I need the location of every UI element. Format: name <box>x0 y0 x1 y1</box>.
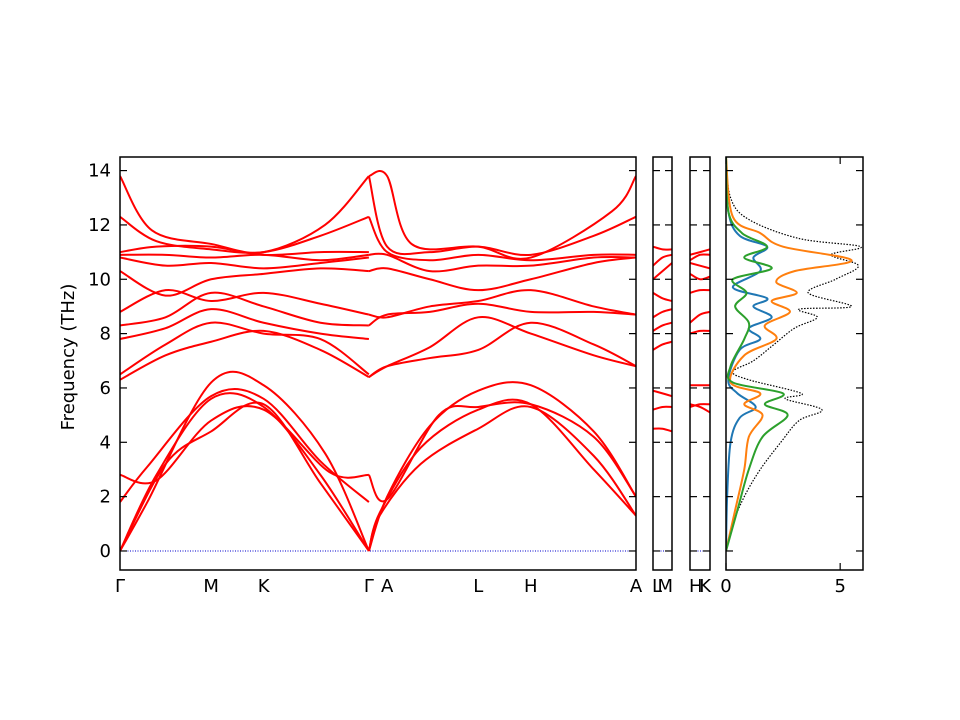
axes-frame <box>652 156 673 571</box>
path-label: L <box>473 576 483 597</box>
path-label: L <box>652 576 662 597</box>
band-branch-21 <box>368 316 636 378</box>
band-branch-26 <box>367 216 636 262</box>
dos-x-tick-label: 0 <box>720 576 731 597</box>
y-tick-label: 8 <box>100 324 111 345</box>
band-branch-8 <box>653 253 672 267</box>
y-tick-label: 14 <box>88 161 111 182</box>
y-tick-label: 12 <box>88 215 111 236</box>
path-label: M <box>657 576 673 597</box>
band-branch-4 <box>690 310 710 324</box>
path-label: Γ <box>364 576 374 597</box>
y-tick-label: 2 <box>100 487 111 508</box>
band-branch-4 <box>653 321 672 332</box>
band-branch-22 <box>368 302 636 327</box>
y-tick-label: 4 <box>100 432 111 453</box>
band-branch-14 <box>120 215 370 254</box>
band-branch-24 <box>368 256 636 292</box>
band-branch-15 <box>120 175 370 254</box>
path-label: H <box>524 576 538 597</box>
path-label: K <box>699 576 712 597</box>
axes-frame <box>689 156 711 571</box>
band-branch-2 <box>120 370 370 552</box>
dos-series <box>726 157 862 552</box>
dos-curve-3 <box>726 157 789 552</box>
band-branch-3 <box>690 329 710 335</box>
y-tick-label: 6 <box>100 378 111 399</box>
path-label: A <box>630 576 643 597</box>
band-branches <box>653 245 672 433</box>
band-branch-18 <box>367 381 636 552</box>
band-branch-8 <box>690 253 710 262</box>
band-branch-9 <box>653 245 672 251</box>
axes-frame <box>119 156 637 571</box>
band-branch-2 <box>653 389 672 398</box>
band-panel-L-M: LM <box>652 156 673 597</box>
band-branch-11 <box>120 256 370 270</box>
band-branch-3 <box>120 388 370 503</box>
band-branch-5 <box>690 288 710 294</box>
band-branches <box>120 170 636 552</box>
band-branch-9 <box>120 289 370 316</box>
path-label: M <box>203 576 219 597</box>
band-branch-6 <box>690 272 710 281</box>
band-branch-1 <box>690 403 710 414</box>
band-branch-28 <box>368 170 636 260</box>
band-branch-3 <box>653 340 672 351</box>
band-panel-H-K: HK <box>689 156 712 597</box>
band-branch-19 <box>367 401 636 503</box>
path-label: Γ <box>115 576 125 597</box>
y-axis-label: Frequency (THz) <box>58 284 79 431</box>
band-branch-10 <box>120 267 369 297</box>
band-branch-7 <box>120 308 370 341</box>
band-branch-5 <box>120 329 370 381</box>
band-branch-5 <box>653 308 672 319</box>
band-branch-23 <box>368 289 636 319</box>
band-branch-0 <box>690 403 710 408</box>
band-branch-9 <box>690 248 710 256</box>
band-branch-25 <box>368 252 636 273</box>
band-branch-12 <box>120 253 370 262</box>
band-branch-0 <box>120 392 370 552</box>
band-branch-6 <box>653 291 672 302</box>
dos-curve-2 <box>726 157 853 552</box>
band-branch-4 <box>120 405 369 485</box>
band-branch-7 <box>690 262 710 270</box>
dos-axes-frame <box>725 156 864 571</box>
band-branch-7 <box>653 262 672 281</box>
band-branches <box>690 248 710 414</box>
path-label: H <box>689 576 703 597</box>
y-tick-label: 10 <box>88 269 111 290</box>
band-branch-1 <box>653 405 672 411</box>
band-branch-0 <box>653 427 672 433</box>
path-label: A <box>381 576 394 597</box>
y-tick-label: 0 <box>100 541 111 562</box>
dos-x-tick-label: 5 <box>834 576 845 597</box>
band-branch-6 <box>120 321 370 376</box>
path-label: K <box>258 576 271 597</box>
